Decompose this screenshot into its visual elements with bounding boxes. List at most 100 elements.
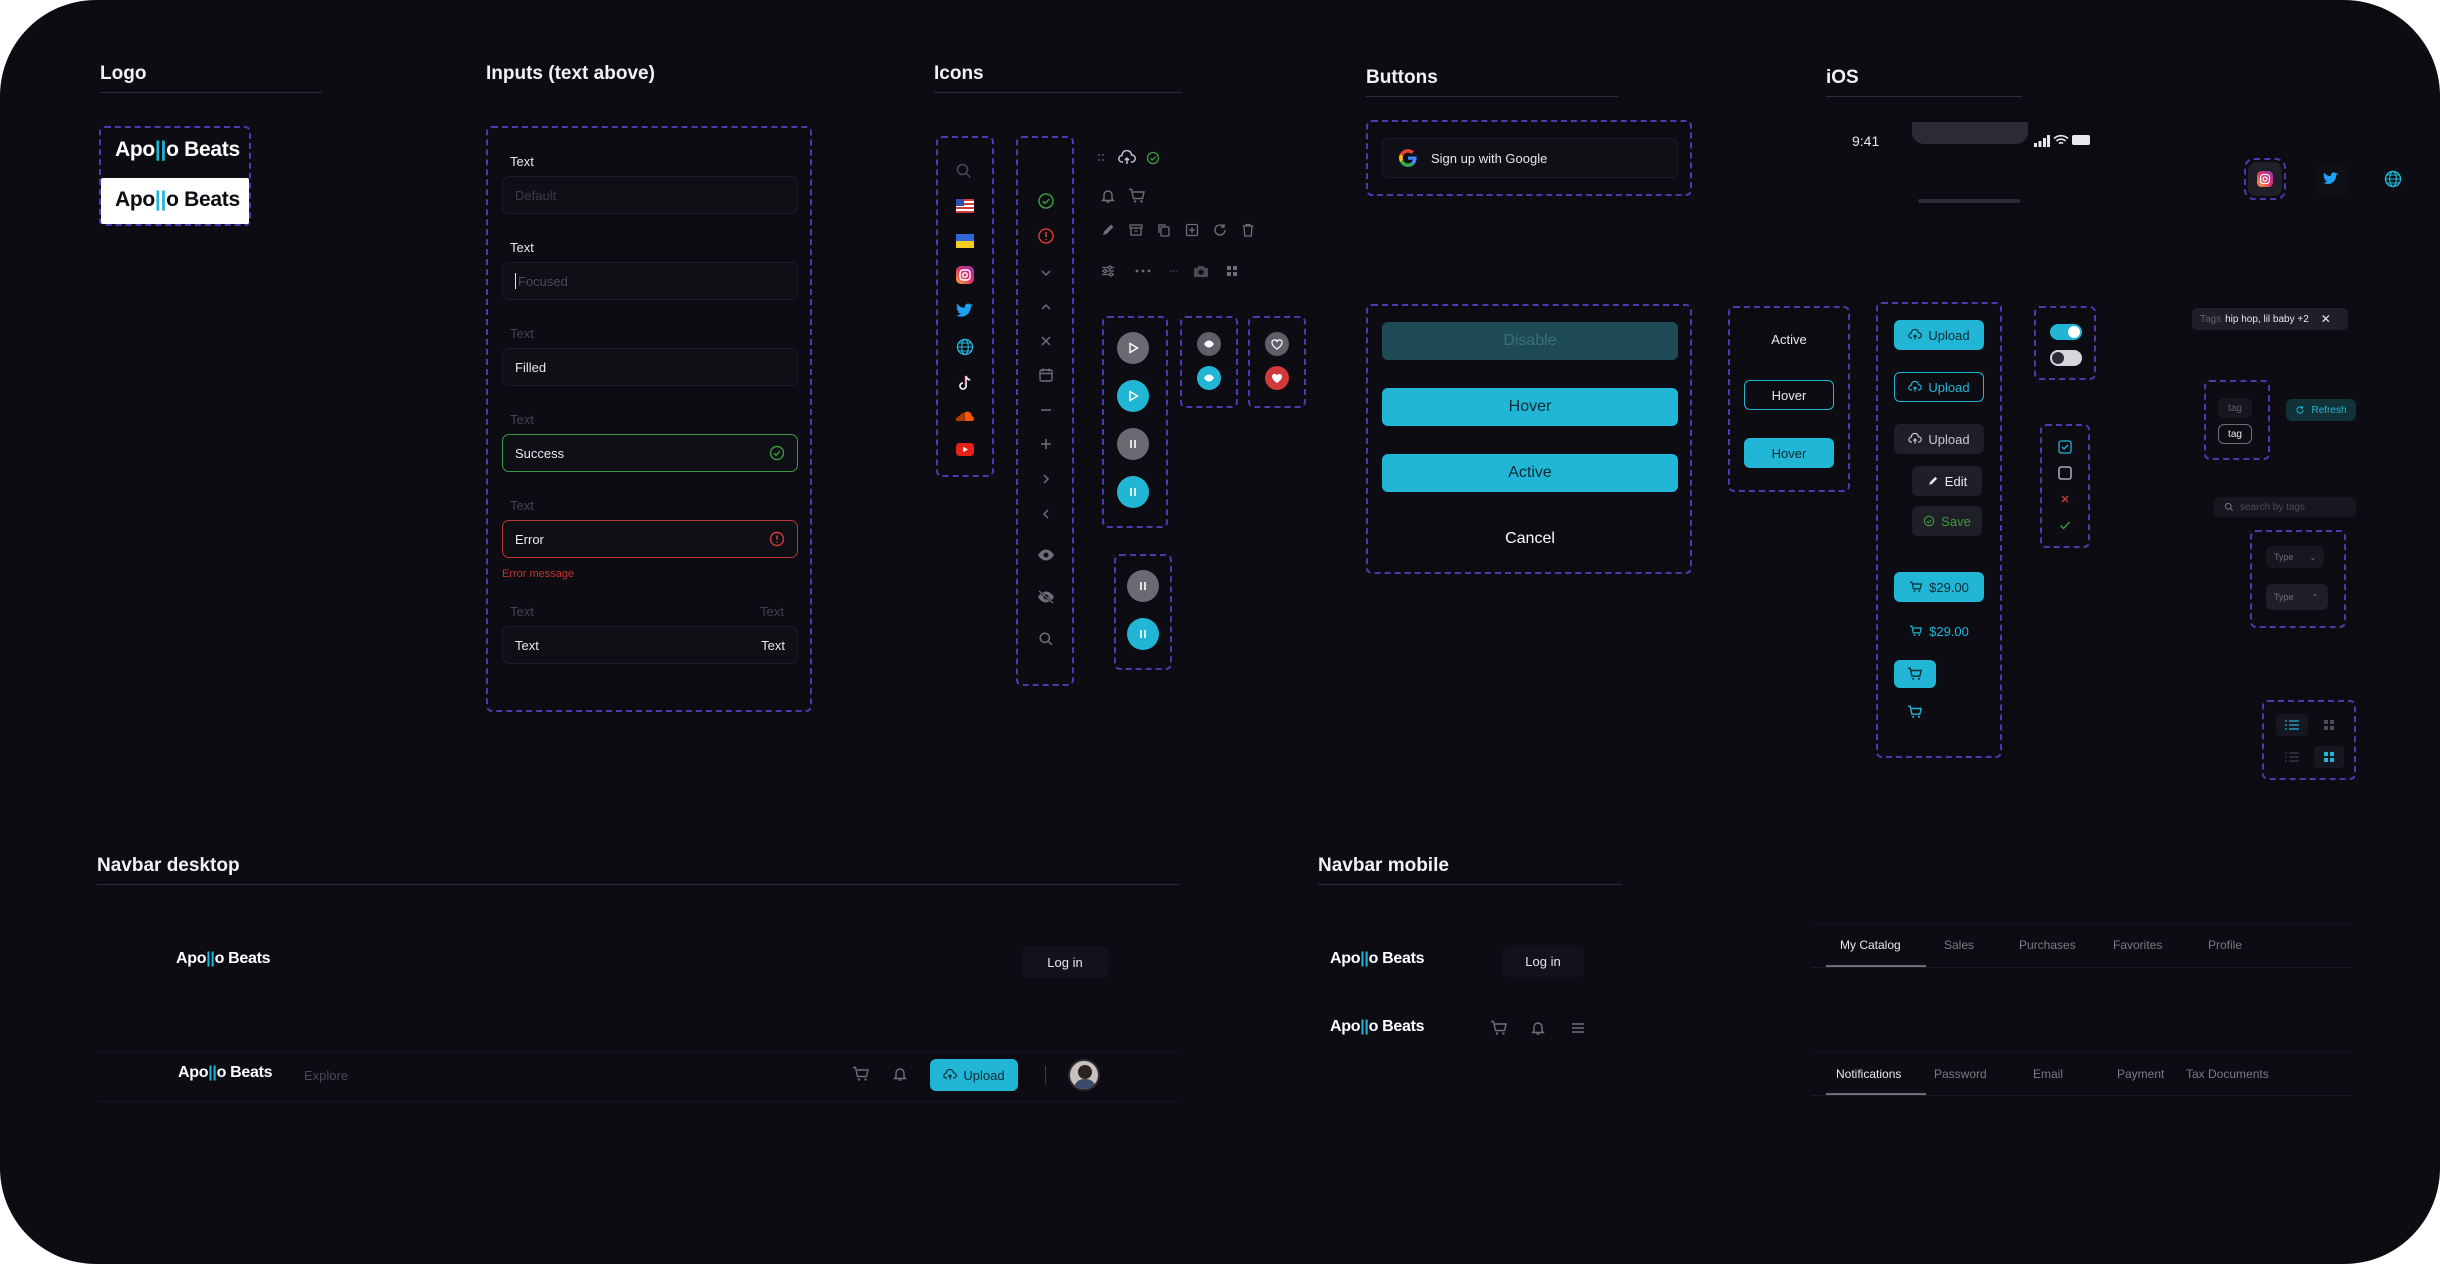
secondary-active-button[interactable]: Active (1771, 331, 1807, 347)
grid-view-button[interactable] (2314, 714, 2344, 736)
navbar-upload-button[interactable]: Upload (930, 1059, 1018, 1091)
trash-icon[interactable] (1240, 222, 1256, 238)
bell-icon[interactable] (892, 1066, 908, 1082)
toggle-off[interactable] (2050, 350, 2082, 366)
tags-chip[interactable]: Tags hip hop, lil baby +2 ✕ (2192, 308, 2348, 330)
close-icon[interactable]: ✕ (2320, 312, 2331, 326)
drag-handle-icon[interactable] (1096, 150, 1106, 166)
grid-icon[interactable] (1224, 263, 1240, 279)
error-input[interactable]: Error (502, 520, 798, 558)
upload-outline-button[interactable]: Upload (1894, 372, 1984, 402)
cloud-upload-icon[interactable] (1118, 150, 1136, 166)
refresh-button[interactable]: Refresh (2286, 399, 2356, 421)
checkbox-unchecked[interactable] (2058, 466, 2072, 480)
list-view-button[interactable] (2276, 746, 2308, 768)
globe-icon[interactable] (956, 338, 974, 356)
calendar-icon[interactable] (1038, 367, 1054, 383)
alert-circle-icon[interactable] (1037, 227, 1055, 245)
hover-button[interactable]: Hover (1382, 388, 1678, 426)
close-icon[interactable] (2058, 492, 2072, 506)
sliders-icon[interactable] (1100, 263, 1116, 279)
tag-chip-selected[interactable]: tag (2218, 424, 2252, 444)
eye-icon[interactable] (1037, 548, 1055, 562)
tag-chip[interactable]: tag (2218, 398, 2252, 418)
filled-input[interactable]: Filled (502, 348, 798, 386)
instagram-icon[interactable] (956, 266, 974, 284)
avatar[interactable] (1068, 1059, 1100, 1091)
chevron-right-icon[interactable] (1038, 471, 1054, 487)
tab-sales[interactable]: Sales (1944, 938, 1975, 952)
default-input[interactable]: Default (502, 176, 798, 214)
cart-icon-button[interactable] (1894, 660, 1936, 688)
grid-view-button-active[interactable] (2314, 746, 2344, 768)
save-button[interactable]: Save (1912, 506, 1982, 536)
globe-button[interactable] (2376, 162, 2410, 196)
pause-button[interactable] (1127, 570, 1159, 602)
tab-payment[interactable]: Payment (2117, 1067, 2165, 1081)
active-button[interactable]: Active (1382, 454, 1678, 492)
bell-icon[interactable] (1100, 188, 1116, 204)
heart-button[interactable] (1265, 332, 1289, 356)
refresh-icon[interactable] (1212, 222, 1228, 238)
pause-button-active[interactable] (1127, 618, 1159, 650)
google-signup-button[interactable]: Sign up with Google (1382, 138, 1678, 178)
mobile-login-button[interactable]: Log in (1502, 945, 1584, 977)
more-horizontal-icon[interactable] (1134, 263, 1152, 279)
chevron-down-icon[interactable] (1038, 265, 1054, 281)
bell-icon[interactable] (1530, 1020, 1546, 1036)
cart-ghost-button[interactable] (1894, 698, 1936, 726)
navbar-logo[interactable]: Apo||o Beats (178, 1064, 273, 1082)
check-icon[interactable] (2058, 518, 2072, 532)
youtube-icon[interactable] (956, 443, 974, 456)
tab-my-catalog[interactable]: My Catalog (1840, 938, 1901, 952)
twitter-icon[interactable] (956, 303, 974, 319)
upload-dark-button[interactable]: Upload (1894, 424, 1984, 454)
mobile-navbar-logo[interactable]: Apo||o Beats (1330, 1018, 1425, 1036)
eye-button-active[interactable] (1197, 366, 1221, 390)
cart-icon[interactable] (852, 1066, 870, 1082)
checkbox-checked[interactable] (2058, 440, 2072, 454)
two-value-input[interactable]: Text Text (502, 626, 798, 664)
search-icon[interactable] (1038, 631, 1054, 647)
edit-button[interactable]: Edit (1912, 466, 1982, 496)
minus-icon[interactable] (1038, 402, 1054, 418)
check-circle-icon[interactable] (1037, 192, 1055, 210)
menu-icon[interactable] (1570, 1020, 1586, 1036)
mobile-navbar-logo[interactable]: Apo||o Beats (1330, 950, 1425, 968)
us-flag-icon[interactable] (956, 199, 974, 213)
type-select[interactable]: Type ⌄ (2266, 546, 2324, 568)
copy-icon[interactable] (1156, 222, 1172, 238)
login-button[interactable]: Log in (1022, 946, 1108, 978)
chevron-left-icon[interactable] (1038, 506, 1054, 522)
toggle-on[interactable] (2050, 324, 2082, 340)
price-text-button[interactable]: $29.00 (1894, 616, 1984, 646)
list-view-button-active[interactable] (2276, 714, 2308, 736)
play-button[interactable] (1117, 332, 1149, 364)
small-dots-icon[interactable] (1168, 263, 1180, 279)
camera-icon[interactable] (1192, 263, 1210, 279)
pause-button-active[interactable] (1117, 476, 1149, 508)
secondary-hover-button[interactable]: Hover (1744, 380, 1834, 410)
secondary-filled-button[interactable]: Hover (1744, 438, 1834, 468)
tab-purchases[interactable]: Purchases (2019, 938, 2076, 952)
tab-profile[interactable]: Profile (2208, 938, 2243, 952)
chevron-up-icon[interactable] (1038, 299, 1054, 315)
type-select-open[interactable]: Type ⌃ (2266, 584, 2328, 610)
navbar-logo[interactable]: Apo||o Beats (176, 950, 271, 968)
twitter-button[interactable] (2314, 162, 2348, 196)
price-cart-button[interactable]: $29.00 (1894, 572, 1984, 602)
search-icon[interactable] (955, 162, 973, 180)
tiktok-icon[interactable] (956, 374, 974, 392)
tag-search-input[interactable]: search by tags (2214, 497, 2356, 517)
eye-button[interactable] (1197, 332, 1221, 356)
tab-favorites[interactable]: Favorites (2113, 938, 2163, 952)
focused-input[interactable]: Focused (502, 262, 798, 300)
instagram-button[interactable] (2248, 162, 2282, 196)
plus-icon[interactable] (1038, 436, 1054, 452)
heart-button-active[interactable] (1265, 366, 1289, 390)
check-circle-icon[interactable] (1146, 151, 1160, 165)
nav-explore-link[interactable]: Explore (304, 1068, 349, 1083)
tab-email[interactable]: Email (2033, 1067, 2064, 1081)
cart-icon[interactable] (1128, 188, 1146, 204)
close-icon[interactable] (1038, 333, 1054, 349)
